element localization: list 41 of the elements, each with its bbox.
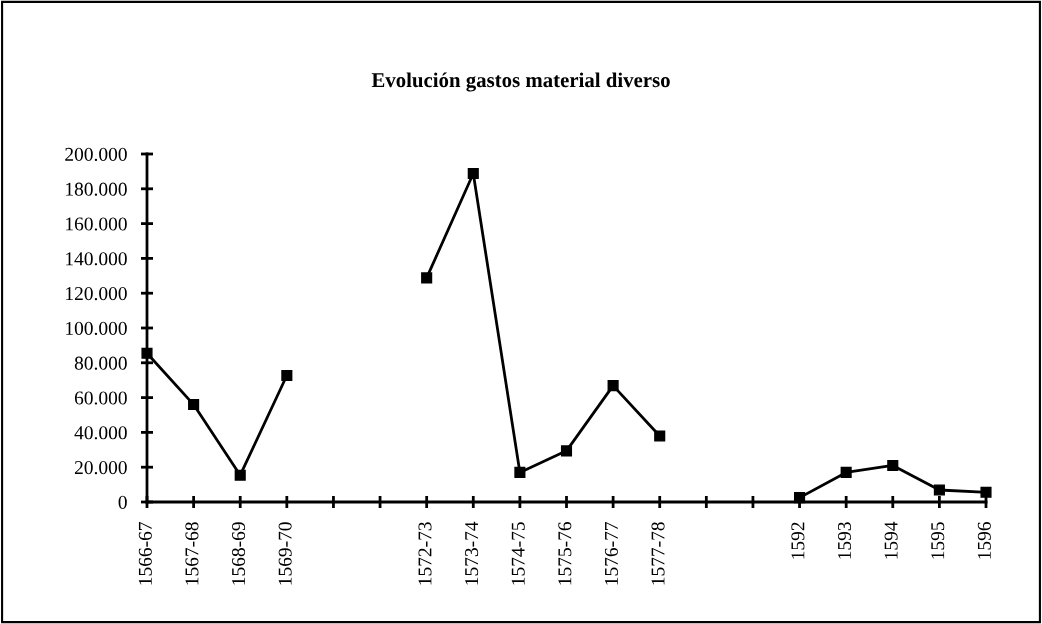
- y-tick-label: 40.000: [74, 426, 127, 440]
- point: [141, 347, 153, 359]
- point: [234, 469, 246, 481]
- x-tick-label: 1593: [837, 522, 852, 559]
- x-tick-label: 1576-77: [604, 522, 618, 585]
- x-tick-label: 1574-75: [511, 522, 525, 585]
- x-tick-label: 1594: [884, 521, 898, 559]
- point: [840, 466, 852, 478]
- y-tick-label: 60.000: [74, 391, 127, 405]
- point: [421, 272, 433, 284]
- x-tick-label: 1572-73: [418, 522, 432, 585]
- y-tick-label: 180.000: [66, 182, 127, 196]
- point: [514, 466, 526, 478]
- point: [654, 430, 666, 442]
- x-tick-label: 1575-76: [558, 522, 572, 585]
- y-tick-label: 120.000: [66, 287, 127, 301]
- point: [188, 399, 200, 411]
- y-tick-label: 0: [118, 495, 127, 509]
- point: [281, 369, 293, 382]
- y-tick-label: 140.000: [66, 252, 127, 266]
- x-tick-label: 1569-70: [278, 522, 292, 585]
- x-tick-label: 1595: [931, 522, 945, 559]
- point: [467, 167, 479, 180]
- y-tick-label: 200.000: [65, 147, 127, 162]
- y-tick-label: 160.000: [66, 217, 127, 231]
- point: [560, 445, 573, 457]
- chart-title: Evolución gastos material diverso: [371, 72, 670, 92]
- point: [887, 459, 899, 472]
- x-tick-label: 1568-69: [231, 522, 246, 585]
- x-tick-label: 1566-67: [138, 522, 152, 585]
- x-tick-label: 1592: [791, 522, 805, 559]
- y-tick-label: 100.000: [66, 321, 127, 336]
- y-tick-label: 20.000: [74, 461, 127, 475]
- x-tick-label: 1567-68: [185, 522, 199, 585]
- point: [933, 484, 945, 496]
- y-tick-label: 80.000: [74, 356, 127, 370]
- x-tick-label: 1596: [977, 522, 991, 559]
- x-tick-label: 1577-78: [651, 522, 665, 585]
- point: [607, 380, 619, 392]
- x-tick-label: 1573-74: [465, 521, 479, 585]
- point: [980, 486, 992, 498]
